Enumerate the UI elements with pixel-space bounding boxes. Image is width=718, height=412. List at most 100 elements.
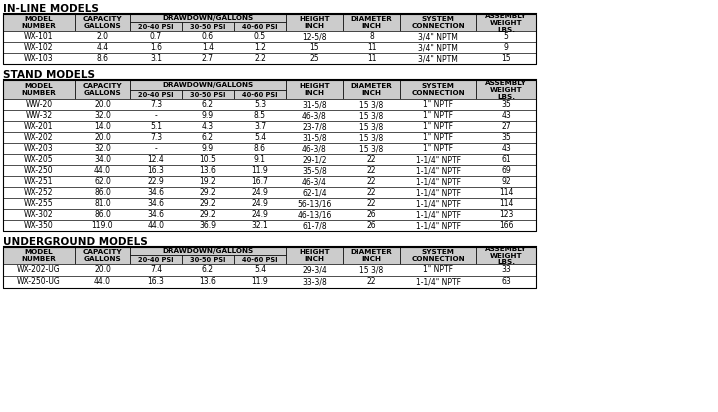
Text: 3/4" NPTM: 3/4" NPTM — [418, 43, 458, 52]
Bar — [476, 80, 536, 99]
Text: 20.0: 20.0 — [94, 100, 111, 109]
Text: 34.6: 34.6 — [147, 188, 164, 197]
Bar — [3, 276, 536, 288]
Text: 114: 114 — [499, 188, 513, 197]
Text: STAND MODELS: STAND MODELS — [3, 70, 95, 80]
Text: 22: 22 — [367, 155, 376, 164]
Text: 33-3/8: 33-3/8 — [302, 278, 327, 286]
Text: HEIGHT
INCH: HEIGHT INCH — [299, 83, 330, 96]
Text: 32.0: 32.0 — [94, 144, 111, 153]
Bar — [3, 80, 75, 99]
Text: CAPACITY
GALLONS: CAPACITY GALLONS — [83, 249, 122, 262]
Text: WX-203: WX-203 — [24, 144, 54, 153]
Text: 22.9: 22.9 — [148, 177, 164, 186]
Text: WX-201: WX-201 — [24, 122, 54, 131]
Text: 15: 15 — [501, 54, 510, 63]
Text: UNDERGROUND MODELS: UNDERGROUND MODELS — [3, 237, 148, 247]
Bar — [400, 247, 476, 264]
Text: 34.0: 34.0 — [94, 155, 111, 164]
Text: HEIGHT
INCH: HEIGHT INCH — [299, 249, 330, 262]
Text: 10.5: 10.5 — [200, 155, 216, 164]
Text: 1" NPTF: 1" NPTF — [423, 100, 453, 109]
Text: SYSTEM
CONNECTION: SYSTEM CONNECTION — [411, 16, 465, 29]
Text: 4.3: 4.3 — [202, 122, 214, 131]
Text: DIAMETER
INCH: DIAMETER INCH — [350, 249, 392, 262]
Text: IN-LINE MODELS: IN-LINE MODELS — [3, 4, 99, 14]
Text: 15: 15 — [309, 43, 320, 52]
Text: 1" NPTF: 1" NPTF — [423, 122, 453, 131]
Text: WX-255: WX-255 — [24, 199, 54, 208]
Text: 8.5: 8.5 — [254, 111, 266, 120]
Text: 1-1/4" NPTF: 1-1/4" NPTF — [416, 166, 460, 175]
Bar — [130, 90, 182, 99]
Text: WX-350: WX-350 — [24, 221, 54, 230]
Text: 7.3: 7.3 — [150, 133, 162, 142]
Text: 29.2: 29.2 — [200, 199, 216, 208]
Text: 1" NPTF: 1" NPTF — [423, 111, 453, 120]
Text: 3/4" NPTM: 3/4" NPTM — [418, 54, 458, 63]
Text: 35: 35 — [501, 133, 511, 142]
Bar — [3, 121, 536, 132]
Text: 13.6: 13.6 — [200, 166, 216, 175]
Text: 86.0: 86.0 — [94, 188, 111, 197]
Bar — [3, 264, 536, 276]
Text: 22: 22 — [367, 177, 376, 186]
Text: 11: 11 — [367, 43, 376, 52]
Text: 5.4: 5.4 — [254, 265, 266, 274]
Text: 26: 26 — [367, 221, 376, 230]
Text: 30-50 PSI: 30-50 PSI — [190, 23, 225, 30]
Text: WX-205: WX-205 — [24, 155, 54, 164]
Text: 0.6: 0.6 — [202, 32, 214, 41]
Text: 61-7/8: 61-7/8 — [302, 221, 327, 230]
Text: ASSEMBLY
WEIGHT
LBS.: ASSEMBLY WEIGHT LBS. — [485, 12, 527, 33]
Text: -: - — [154, 144, 157, 153]
Text: -: - — [154, 111, 157, 120]
Text: 34.6: 34.6 — [147, 199, 164, 208]
Text: 46-3/8: 46-3/8 — [302, 144, 327, 153]
Bar — [3, 209, 536, 220]
Text: DIAMETER
INCH: DIAMETER INCH — [350, 83, 392, 96]
Text: 40-60 PSI: 40-60 PSI — [242, 91, 278, 98]
Bar — [400, 14, 476, 31]
Bar — [286, 14, 343, 31]
Text: 33: 33 — [501, 265, 511, 274]
Text: ASSEMBLY
WEIGHT
LBS.: ASSEMBLY WEIGHT LBS. — [485, 80, 527, 100]
Text: 13.6: 13.6 — [200, 278, 216, 286]
Bar — [476, 247, 536, 264]
Text: 86.0: 86.0 — [94, 210, 111, 219]
Text: 5.1: 5.1 — [150, 122, 162, 131]
Text: 46-3/4: 46-3/4 — [302, 177, 327, 186]
Text: 44.0: 44.0 — [147, 221, 164, 230]
Text: 16.3: 16.3 — [148, 278, 164, 286]
Text: 22: 22 — [367, 199, 376, 208]
Text: 1-1/4" NPTF: 1-1/4" NPTF — [416, 177, 460, 186]
Bar — [3, 14, 75, 31]
Bar — [3, 80, 536, 231]
Text: SYSTEM
CONNECTION: SYSTEM CONNECTION — [411, 83, 465, 96]
Text: 1-1/4" NPTF: 1-1/4" NPTF — [416, 199, 460, 208]
Text: 1-1/4" NPTF: 1-1/4" NPTF — [416, 221, 460, 230]
Text: 1.2: 1.2 — [254, 43, 266, 52]
Text: 114: 114 — [499, 199, 513, 208]
Bar — [130, 22, 182, 31]
Bar — [75, 14, 130, 31]
Text: DRAWDOWN/GALLONS: DRAWDOWN/GALLONS — [162, 82, 253, 88]
Bar — [130, 80, 286, 90]
Text: 30-50 PSI: 30-50 PSI — [190, 91, 225, 98]
Text: 2.7: 2.7 — [202, 54, 214, 63]
Text: 23-7/8: 23-7/8 — [302, 122, 327, 131]
Bar — [3, 31, 536, 42]
Text: 36.9: 36.9 — [200, 221, 217, 230]
Text: 166: 166 — [499, 221, 513, 230]
Text: 8.6: 8.6 — [96, 54, 108, 63]
Text: 32.1: 32.1 — [251, 221, 269, 230]
Text: 34.6: 34.6 — [147, 210, 164, 219]
Text: 46-3/8: 46-3/8 — [302, 111, 327, 120]
Text: 3.7: 3.7 — [254, 122, 266, 131]
Text: 6.2: 6.2 — [202, 133, 214, 142]
Bar — [343, 14, 400, 31]
Bar — [182, 22, 234, 31]
Text: 1" NPTF: 1" NPTF — [423, 265, 453, 274]
Bar — [130, 247, 286, 255]
Text: 44.0: 44.0 — [94, 166, 111, 175]
